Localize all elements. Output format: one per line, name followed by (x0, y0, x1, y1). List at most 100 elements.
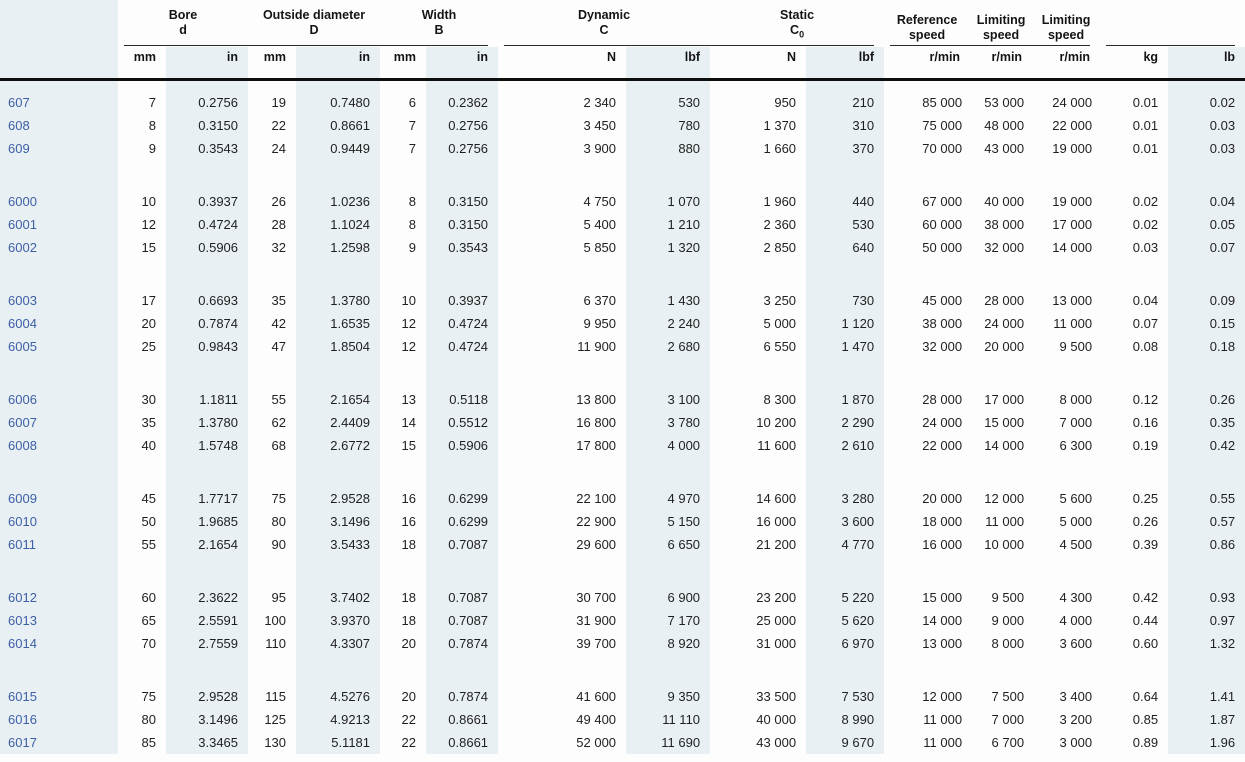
table-row: 608 8 0.3150 22 0.8661 7 0.2756 3 450 780 1 370 31… (0, 114, 1245, 137)
value-cell: 17 000 (1052, 217, 1093, 232)
unit-od-in: in (296, 46, 381, 81)
value-cell: 7 000 (991, 712, 1025, 727)
value-cell: 38 000 (922, 316, 963, 331)
value-cell: 16 800 (576, 415, 617, 430)
value-cell: 0.5512 (448, 415, 489, 430)
table-row: 6012 60 2.3622 95 3.7402 18 0.7087 30 700 6 900 2… (0, 586, 1245, 609)
unit-lim-speed-2: r/min (1032, 46, 1101, 81)
value-cell: 1.9685 (198, 514, 239, 529)
value-cell: 0.7087 (448, 613, 489, 628)
value-cell: 3.1496 (330, 514, 371, 529)
value-cell: 22 000 (1052, 118, 1093, 133)
value-cell: 0.02 (1209, 95, 1236, 110)
value-cell: 24 000 (984, 316, 1025, 331)
value-cell: 2 680 (667, 339, 701, 354)
value-cell: 8 (408, 194, 417, 209)
value-cell: 0.05 (1209, 217, 1236, 232)
designation-cell: 6008 (8, 438, 37, 453)
value-cell: 3.7402 (330, 590, 371, 605)
unit-dynamic-lbf: lbf (626, 46, 711, 81)
value-cell: 22 900 (576, 514, 617, 529)
value-cell: 0.8661 (448, 712, 489, 727)
value-cell: 11 690 (661, 735, 701, 750)
value-cell: 530 (852, 217, 875, 232)
table-row: 6001 12 0.4724 28 1.1024 8 0.3150 5 400 1 210 2 3… (0, 213, 1245, 236)
unit-ref-speed: r/min (884, 46, 971, 81)
value-cell: 130 (264, 735, 287, 750)
value-cell: 24 000 (922, 415, 963, 430)
value-cell: 1.3780 (330, 293, 371, 308)
value-cell: 3 100 (667, 392, 701, 407)
value-cell: 30 700 (576, 590, 617, 605)
value-cell: 53 000 (984, 95, 1025, 110)
value-cell: 7 500 (991, 689, 1025, 704)
value-cell: 0.01 (1132, 95, 1159, 110)
value-cell: 31 000 (756, 636, 797, 651)
value-cell: 11 000 (923, 712, 963, 727)
value-cell: 18 (401, 537, 417, 552)
value-cell: 0.04 (1132, 293, 1159, 308)
table-row: 6011 55 2.1654 90 3.5433 18 0.7087 29 600 6 650 2… (0, 533, 1245, 556)
value-cell: 640 (852, 240, 875, 255)
value-cell: 9 950 (583, 316, 617, 331)
value-cell: 950 (774, 95, 797, 110)
value-cell: 42 (271, 316, 287, 331)
value-cell: 1.87 (1209, 712, 1236, 727)
value-cell: 8 300 (763, 392, 797, 407)
value-cell: 45 (141, 491, 156, 506)
col-group-dynamic: Dynamic C (498, 0, 710, 43)
value-cell: 55 (141, 537, 156, 552)
value-cell: 4.9213 (330, 712, 371, 727)
value-cell: 310 (852, 118, 875, 133)
value-cell: 4 300 (1059, 590, 1093, 605)
table-row: 6007 35 1.3780 62 2.4409 14 0.5512 16 800 3 780 1… (0, 411, 1245, 434)
value-cell: 7 (408, 141, 417, 156)
value-cell: 7 170 (667, 613, 701, 628)
value-cell: 39 700 (576, 636, 617, 651)
value-cell: 40 000 (984, 194, 1025, 209)
table-row: 6006 30 1.1811 55 2.1654 13 0.5118 13 800 3 100 8… (0, 388, 1245, 411)
value-cell: 35 (271, 293, 287, 308)
value-cell: 0.8661 (330, 118, 371, 133)
unit-static-n: N (710, 46, 807, 81)
value-cell: 38 000 (984, 217, 1025, 232)
value-cell: 1.2598 (330, 240, 371, 255)
table-row: 6016 80 3.1496 125 4.9213 22 0.8661 49 400 11 11… (0, 708, 1245, 731)
value-cell: 35 (141, 415, 156, 430)
value-cell: 17 000 (984, 392, 1025, 407)
unit-lim-speed-1: r/min (970, 46, 1033, 81)
value-cell: 9 (408, 240, 417, 255)
value-cell: 1 070 (667, 194, 701, 209)
value-cell: 40 000 (756, 712, 797, 727)
value-cell: 0.26 (1209, 392, 1236, 407)
value-cell: 0.3150 (198, 118, 239, 133)
value-cell: 7 000 (1059, 415, 1093, 430)
value-cell: 6 970 (841, 636, 875, 651)
value-cell: 0.8661 (448, 735, 489, 750)
col-group-mass (1100, 0, 1245, 43)
value-cell: 17 800 (576, 438, 617, 453)
value-cell: 8 920 (667, 636, 701, 651)
value-cell: 5 220 (841, 590, 875, 605)
value-cell: 10 000 (984, 537, 1025, 552)
value-cell: 10 (401, 293, 417, 308)
value-cell: 22 (271, 118, 287, 133)
designation-cell: 6006 (8, 392, 37, 407)
value-cell: 55 (271, 392, 287, 407)
designation-cell: 6009 (8, 491, 37, 506)
value-cell: 65 (141, 613, 156, 628)
unit-bore-in: in (166, 46, 249, 81)
value-cell: 530 (678, 95, 701, 110)
header-rule-row (0, 43, 1245, 47)
value-cell: 22 000 (922, 438, 963, 453)
value-cell: 0.03 (1209, 118, 1236, 133)
rule-mass (1106, 45, 1236, 46)
designation-cell: 6012 (8, 590, 37, 605)
value-cell: 45 000 (922, 293, 963, 308)
designation-cell: 6005 (8, 339, 37, 354)
value-cell: 1 960 (763, 194, 797, 209)
value-cell: 2.9528 (330, 491, 371, 506)
table-row: 6009 45 1.7717 75 2.9528 16 0.6299 22 100 4 970 1… (0, 487, 1245, 510)
value-cell: 6 700 (991, 735, 1025, 750)
value-cell: 0.04 (1209, 194, 1236, 209)
